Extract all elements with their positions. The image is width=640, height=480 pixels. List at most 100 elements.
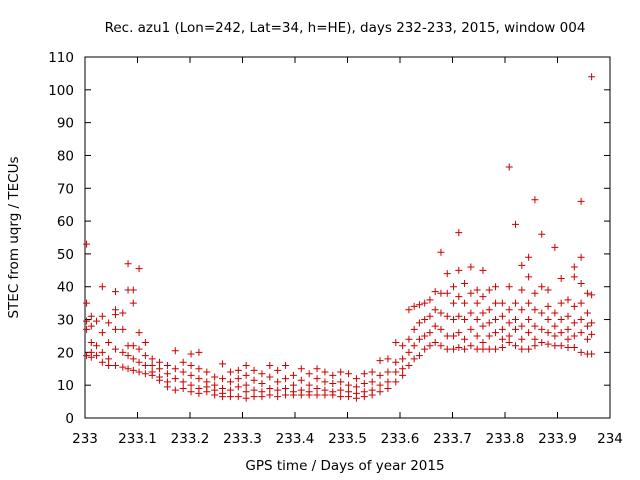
data-point	[266, 391, 274, 399]
data-point	[485, 306, 493, 314]
data-point	[368, 391, 376, 399]
data-point	[195, 348, 203, 356]
data-point	[163, 370, 171, 378]
data-point	[461, 335, 469, 343]
data-point	[505, 319, 513, 327]
data-point	[226, 386, 234, 394]
data-point	[405, 335, 413, 343]
data-point	[111, 361, 119, 369]
data-point	[219, 393, 227, 401]
data-point	[297, 391, 305, 399]
data-point	[577, 253, 585, 261]
data-point	[368, 378, 376, 386]
data-point	[557, 275, 565, 283]
data-point	[360, 393, 368, 401]
data-point	[410, 302, 418, 310]
data-point	[289, 381, 297, 389]
data-point	[564, 312, 572, 320]
y-tick-label: 70	[57, 181, 74, 197]
data-point	[98, 283, 106, 291]
data-point	[129, 299, 137, 307]
data-point	[83, 325, 91, 333]
data-point	[148, 355, 156, 363]
data-point	[203, 368, 211, 376]
data-point	[93, 317, 101, 325]
data-point	[437, 309, 445, 317]
data-point	[87, 322, 95, 330]
data-point	[135, 345, 143, 353]
data-point	[289, 371, 297, 379]
data-point	[313, 365, 321, 373]
data-point	[141, 352, 149, 360]
data-point	[111, 345, 119, 353]
data-point	[187, 388, 195, 396]
data-point	[588, 73, 596, 81]
data-point	[564, 343, 572, 351]
data-point	[87, 312, 95, 320]
data-point	[443, 332, 451, 340]
y-tick-label: 40	[57, 280, 74, 296]
data-point	[467, 309, 475, 317]
data-point	[551, 342, 559, 350]
data-point	[431, 322, 439, 330]
y-tick-label: 20	[57, 345, 74, 361]
data-point	[557, 299, 565, 307]
data-point	[376, 371, 384, 379]
data-point	[544, 329, 552, 337]
data-point	[242, 381, 250, 389]
data-point	[512, 220, 519, 228]
data-point	[415, 335, 423, 343]
data-point	[426, 342, 434, 350]
data-point	[234, 375, 242, 383]
data-point	[156, 358, 164, 366]
data-point	[203, 388, 211, 396]
chart-title: Rec. azu1 (Lon=242, Lat=34, h=HE), days …	[105, 20, 586, 36]
data-point	[124, 352, 132, 360]
y-tick-label: 10	[57, 378, 74, 394]
data-point	[551, 332, 559, 340]
data-point	[195, 375, 203, 383]
data-point	[450, 332, 458, 340]
data-point	[461, 279, 469, 287]
data-point	[426, 296, 434, 304]
data-point	[455, 229, 463, 237]
data-point	[525, 329, 533, 337]
data-point	[171, 375, 179, 383]
data-point	[360, 370, 368, 378]
data-point	[583, 289, 591, 297]
data-point	[211, 373, 219, 381]
data-point	[467, 342, 475, 350]
data-point	[479, 339, 487, 347]
data-point	[87, 353, 95, 361]
data-point	[551, 309, 559, 317]
data-point	[479, 322, 487, 330]
data-point	[345, 393, 353, 401]
data-point	[485, 319, 493, 327]
data-point	[156, 365, 164, 373]
data-point	[148, 361, 156, 369]
data-point	[282, 361, 290, 369]
data-point	[518, 322, 526, 330]
data-point	[399, 355, 407, 363]
data-point	[384, 368, 392, 376]
data-point	[141, 370, 149, 378]
x-tick-label: 233.6	[381, 431, 420, 447]
data-point	[119, 325, 127, 333]
data-point	[119, 348, 127, 356]
data-point	[83, 240, 91, 248]
data-point	[498, 325, 506, 333]
data-point	[518, 286, 526, 294]
data-point	[525, 273, 533, 281]
data-point	[577, 348, 585, 356]
data-point	[512, 342, 519, 350]
data-point	[83, 317, 91, 325]
data-point	[410, 325, 418, 333]
data-point	[570, 302, 578, 310]
x-tick-label: 233.5	[328, 431, 367, 447]
y-tick-label: 60	[57, 214, 74, 230]
data-point	[321, 378, 329, 386]
data-point	[187, 371, 195, 379]
data-point	[498, 343, 506, 351]
data-point	[289, 391, 297, 399]
data-point	[226, 378, 234, 386]
